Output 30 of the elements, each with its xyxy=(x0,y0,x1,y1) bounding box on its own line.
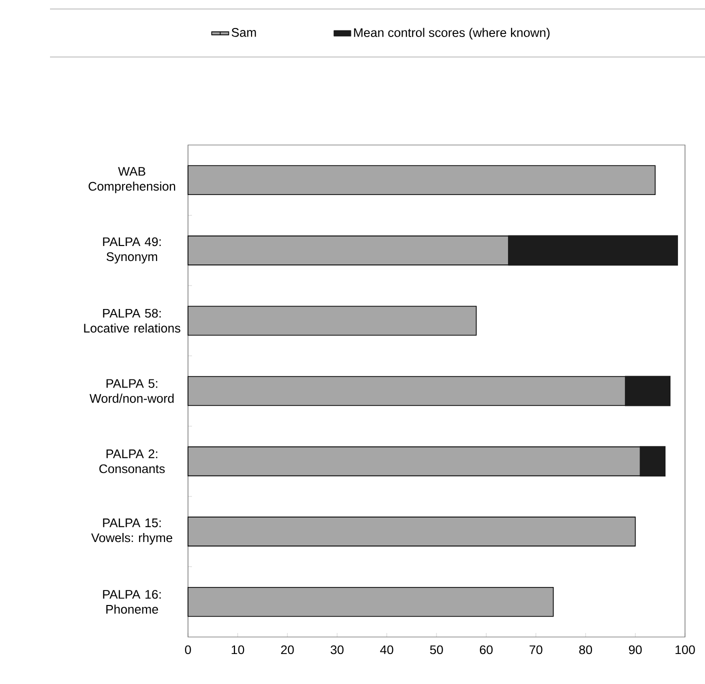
x-tick-label: 70 xyxy=(530,645,542,654)
x-tick-label: 0 xyxy=(185,645,191,654)
legend-label: Mean control scores (where known) xyxy=(354,28,550,40)
y-tick-label: WAB Comprehension xyxy=(88,167,176,194)
x-tick-label: 60 xyxy=(480,645,493,654)
bar xyxy=(640,446,666,476)
bar xyxy=(188,236,509,266)
x-tick-label: 20 xyxy=(281,645,294,654)
x-tick-label: 30 xyxy=(330,645,344,654)
bar xyxy=(188,446,641,476)
x-tick-label: 40 xyxy=(380,645,394,654)
bar xyxy=(624,376,670,406)
bar xyxy=(188,586,554,617)
bar xyxy=(188,516,636,546)
x-tick-label: 10 xyxy=(232,645,244,654)
y-tick-label: PALPA 5: Word/non-word xyxy=(90,379,174,403)
y-tick-label: PALPA 15: Vowels: rhyme xyxy=(91,518,172,545)
x-tick-label: 80 xyxy=(579,645,592,654)
x-tick-label: 100 xyxy=(676,645,695,654)
y-tick-label: PALPA 16: Phoneme xyxy=(103,590,161,614)
legend-label: Sam xyxy=(232,28,256,37)
y-tick-label: PALPA 2: Consonants xyxy=(99,449,165,474)
y-tick-label: PALPA 58: Locative relations xyxy=(84,308,180,333)
x-tick-label: 50 xyxy=(430,645,443,654)
bar xyxy=(188,306,477,336)
bar xyxy=(508,235,678,266)
y-tick-label: PALPA 49: Synonym xyxy=(103,237,161,264)
bar xyxy=(188,165,656,196)
bar xyxy=(188,376,626,406)
x-tick-label: 90 xyxy=(628,645,642,654)
